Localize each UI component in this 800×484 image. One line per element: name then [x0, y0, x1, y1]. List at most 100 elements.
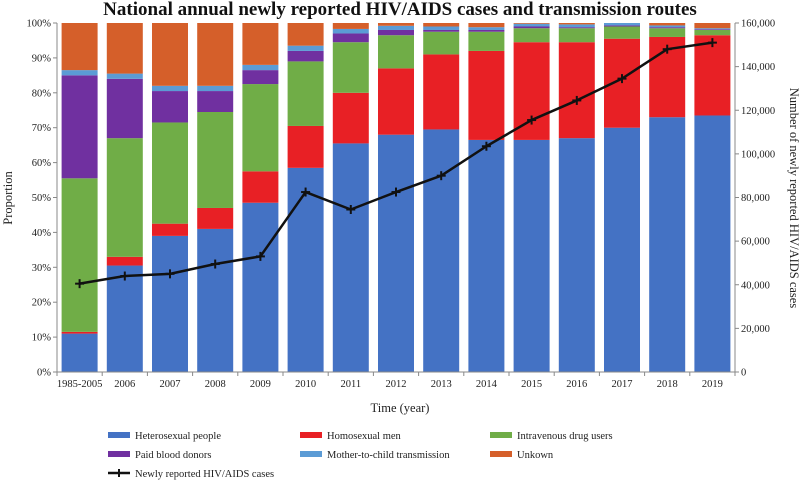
- bar-segment: [287, 45, 324, 51]
- left-tick-label: 10%: [32, 333, 52, 344]
- bar-segment: [242, 23, 279, 65]
- bar-segment: [242, 70, 279, 85]
- x-tick-label: 2017: [612, 379, 633, 390]
- right-tick-label: 40,000: [741, 280, 770, 291]
- bar-segment: [378, 35, 414, 69]
- left-tick-label: 20%: [32, 298, 52, 309]
- bar-stack: [61, 23, 98, 372]
- bar-segment: [468, 31, 505, 51]
- bar-segment: [197, 228, 234, 372]
- bar-stack: [332, 23, 369, 372]
- bar-segment: [649, 117, 686, 372]
- legend-swatch: [108, 432, 130, 438]
- bar-segment: [332, 92, 369, 144]
- x-tick-label: 2014: [476, 379, 498, 390]
- right-tick-label: 140,000: [741, 62, 775, 73]
- bar-stack: [287, 23, 324, 372]
- left-tick-label: 90%: [32, 53, 52, 64]
- bar-stack: [378, 23, 414, 372]
- bar-stack: [152, 23, 188, 372]
- left-tick-label: 50%: [32, 193, 52, 204]
- bar-stack: [604, 23, 640, 372]
- bar-segment: [378, 68, 414, 135]
- x-tick-label: 2018: [657, 379, 678, 390]
- bar-segment: [423, 129, 460, 372]
- bar-segment: [106, 23, 143, 74]
- chart-title: National annual newly reported HIV/AIDS …: [103, 0, 697, 20]
- bar-segment: [694, 29, 731, 36]
- bar-segment: [61, 70, 98, 76]
- cases-point: [527, 115, 537, 125]
- bar-segment: [649, 27, 686, 29]
- bar-segment: [513, 139, 550, 372]
- bar-segment: [649, 28, 686, 37]
- bar-stack: [513, 23, 550, 372]
- bar-segment: [694, 115, 731, 373]
- cases-point: [75, 279, 85, 289]
- bar-segment: [604, 127, 640, 372]
- bar-segment: [197, 91, 234, 112]
- cases-point: [662, 44, 672, 54]
- cases-point: [210, 259, 220, 269]
- right-tick-labels: 0 20,000 40,000 60,000 80,000 100,000 120,000 1…: [735, 19, 775, 379]
- y-axis-left-label: Proportion: [1, 171, 15, 225]
- bar-segment: [513, 42, 550, 140]
- legend-label: Paid blood donors: [135, 450, 211, 461]
- bar-stack: [694, 23, 731, 373]
- bar-stack: [649, 23, 686, 372]
- y-axis-right-label: Number of newly reported HIV/AIDS cases: [787, 88, 800, 309]
- bar-segment: [378, 25, 414, 30]
- bar-segment: [649, 25, 686, 28]
- bar-segment: [61, 331, 98, 334]
- left-tick-label: 80%: [32, 88, 52, 99]
- bar-segment: [604, 25, 640, 27]
- bar-segment: [558, 27, 595, 29]
- bar-segment: [332, 28, 369, 34]
- bar-segment: [558, 24, 595, 28]
- x-tick-label: 2008: [205, 379, 226, 390]
- line-series: [75, 38, 717, 289]
- legend-label: Homosexual men: [327, 431, 402, 442]
- legend-label: Intravenous drug users: [517, 431, 613, 442]
- x-tick-label: 2015: [521, 379, 542, 390]
- legend-swatch: [490, 432, 512, 438]
- cases-point: [617, 74, 627, 84]
- bar-segment: [152, 223, 188, 236]
- bar-segment: [242, 202, 279, 372]
- bar-segment: [468, 139, 505, 372]
- bar-segment: [287, 125, 324, 168]
- bar-segment: [513, 23, 550, 27]
- bar-segment: [423, 23, 460, 27]
- bar-segment: [197, 111, 234, 208]
- bar-segment: [378, 29, 414, 36]
- x-tick-label: 2019: [702, 379, 723, 390]
- legend-label: Newly reported HIV/AIDS cases: [135, 469, 274, 480]
- bar-segment: [694, 29, 731, 30]
- x-tick-label: 2016: [566, 379, 587, 390]
- left-tick-label: 0%: [37, 368, 51, 379]
- right-tick-label: 80,000: [741, 193, 770, 204]
- legend-swatch: [300, 432, 322, 438]
- bar-segment: [423, 29, 460, 32]
- x-tick-label: 2010: [295, 379, 316, 390]
- left-tick-label: 100%: [27, 19, 52, 30]
- bar-segment: [61, 333, 98, 372]
- bar-segment: [106, 138, 143, 257]
- bar-segment: [378, 23, 414, 26]
- cases-point: [120, 271, 130, 281]
- right-tick-label: 0: [741, 368, 746, 379]
- cases-point: [165, 269, 175, 279]
- bar-stack: [106, 23, 143, 372]
- x-tick-label: 2013: [431, 379, 452, 390]
- bar-segment: [197, 85, 234, 92]
- cases-point: [707, 38, 717, 48]
- bar-segment: [332, 42, 369, 93]
- bar-segment: [152, 91, 188, 123]
- bar-segment: [378, 134, 414, 372]
- bar-segment: [106, 73, 143, 79]
- bar-segment: [694, 23, 731, 29]
- bar-segment: [106, 265, 143, 372]
- x-tick-label: 2009: [250, 379, 271, 390]
- bar-segment: [558, 138, 595, 372]
